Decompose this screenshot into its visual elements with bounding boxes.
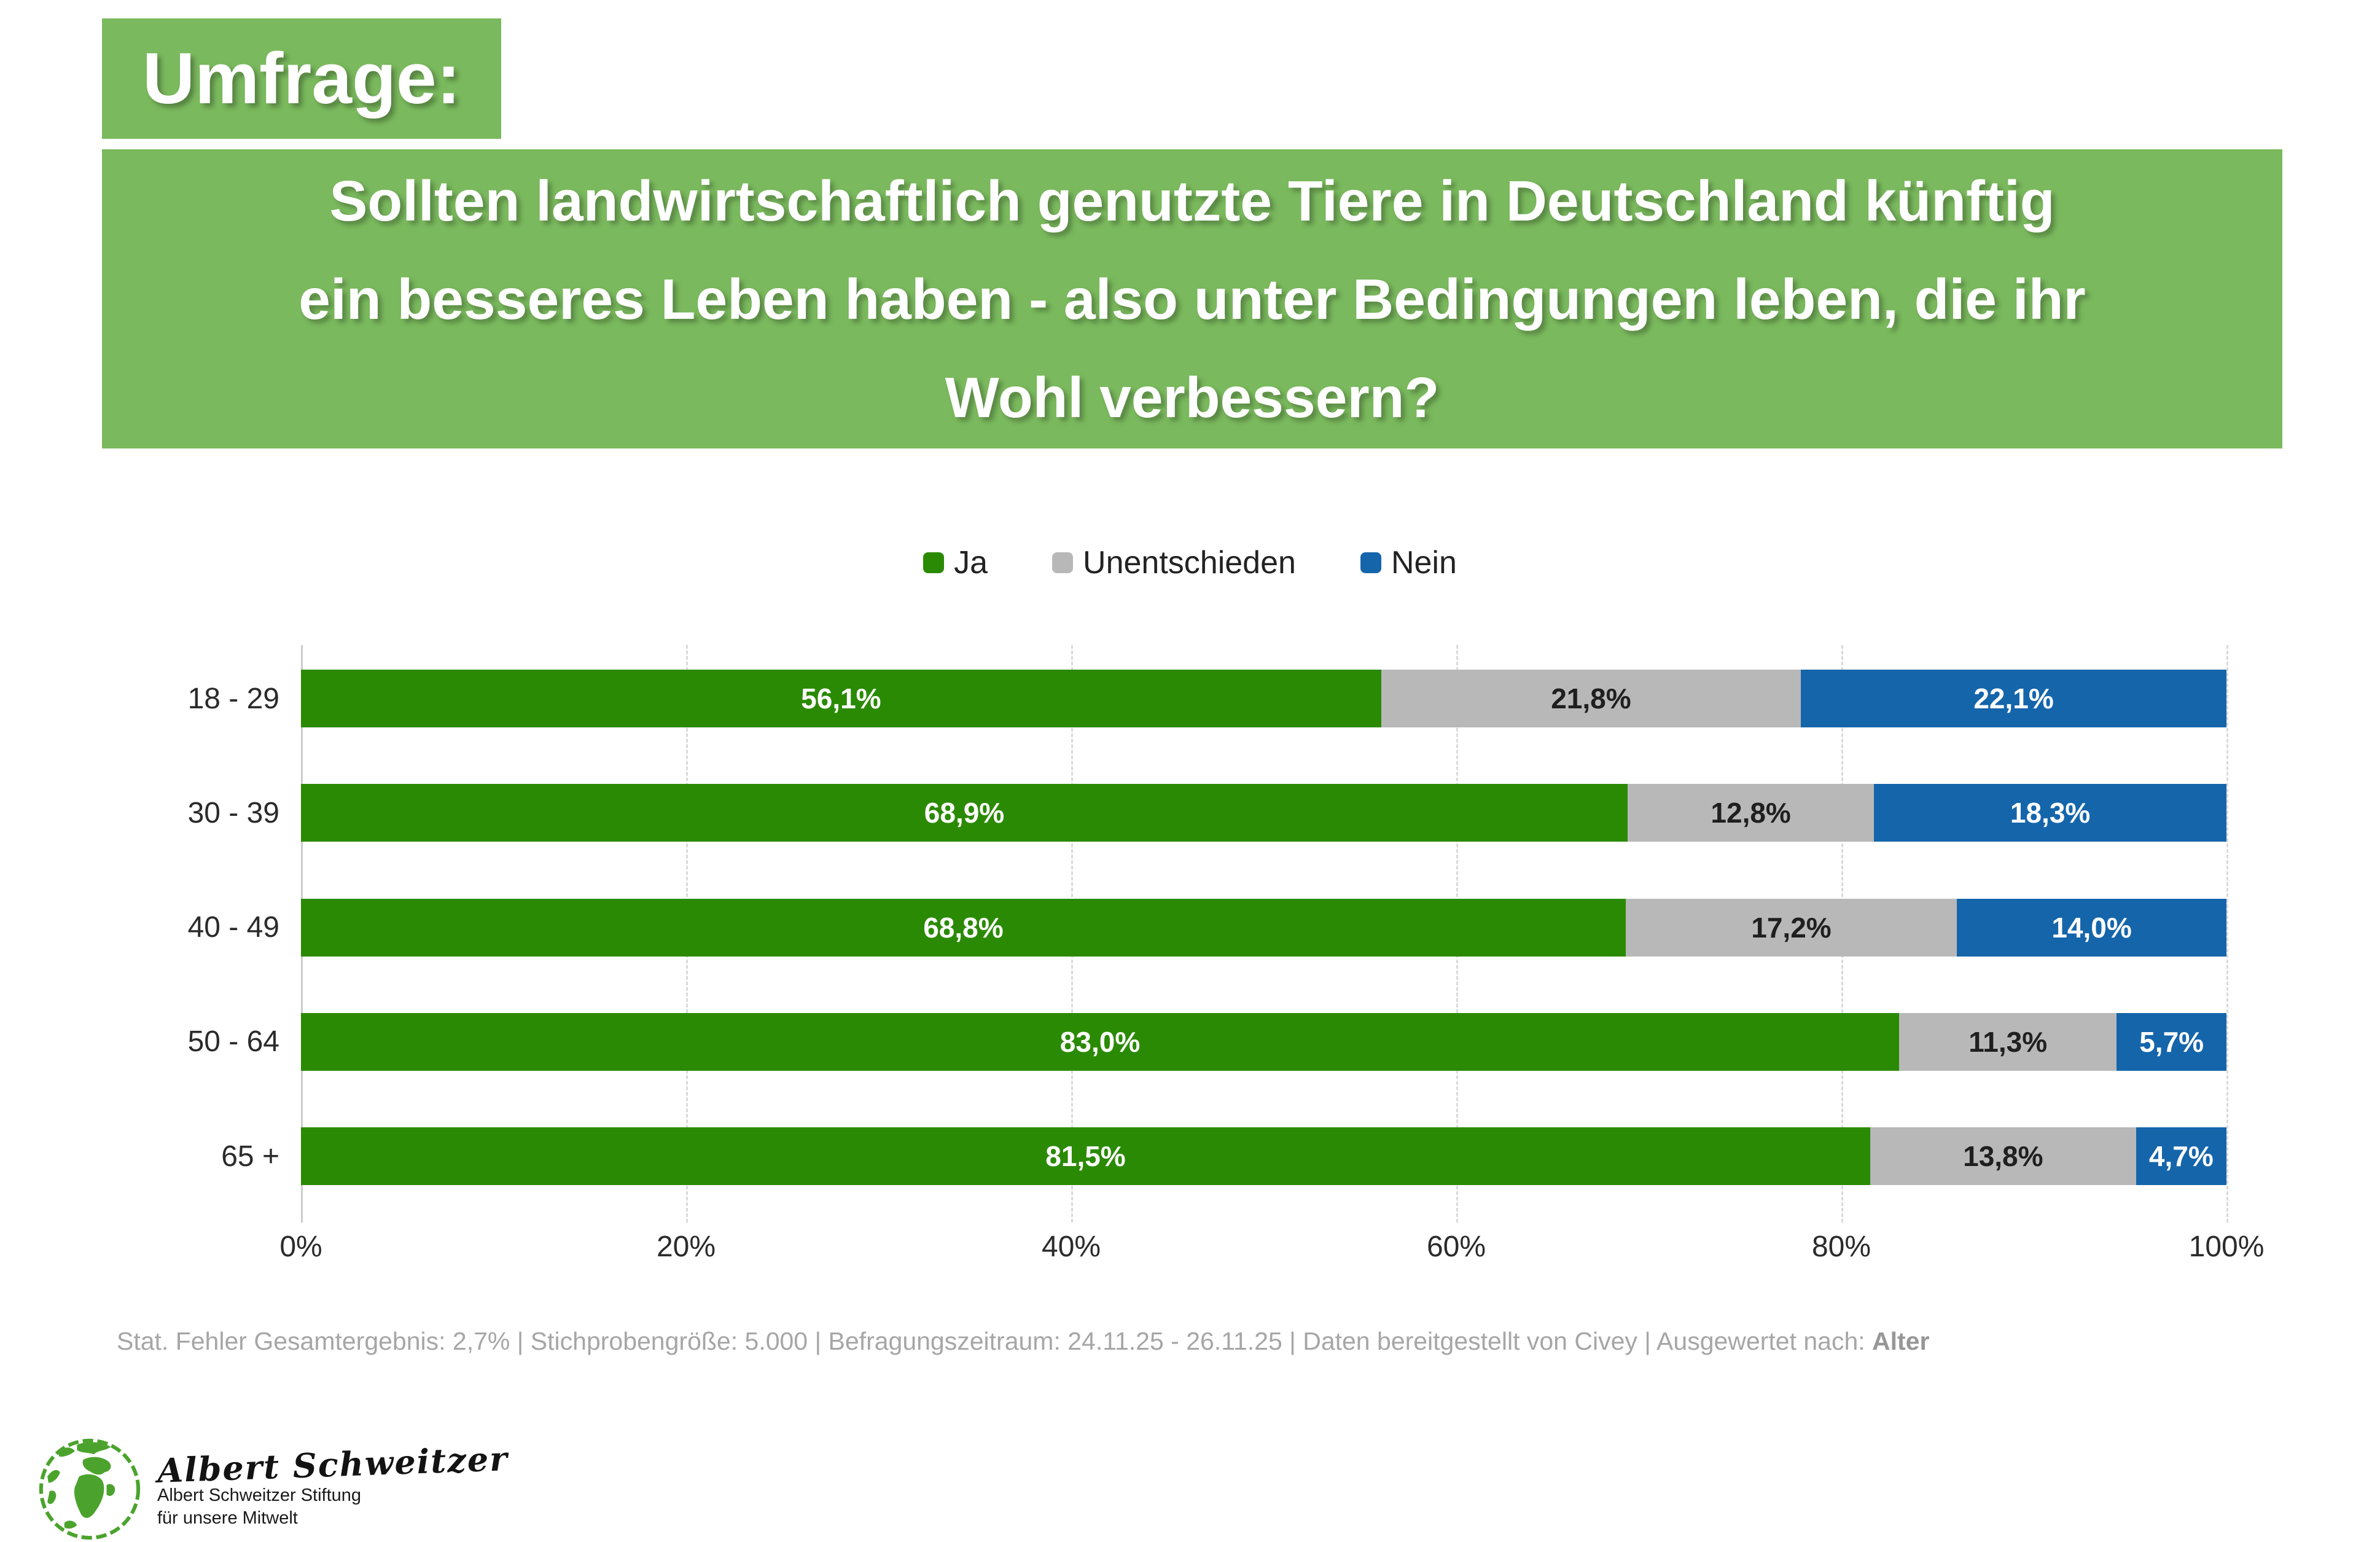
legend-swatch [923, 552, 945, 573]
bar-row: 81,5% 13,8% 4,7% [301, 1127, 2226, 1185]
legend-item-ja: Ja [923, 544, 988, 581]
bar-row: 68,8% 17,2% 14,0% [301, 898, 2226, 957]
globe-icon [39, 1438, 141, 1540]
signature-text: Albert Schweitzer [157, 1439, 509, 1490]
bar-segment-nein: 22,1% [1801, 670, 2226, 727]
category-label: 50 - 64 [187, 1025, 279, 1059]
x-tick-label: 100% [2188, 1231, 2265, 1263]
org-tagline: für unsere Mitwelt [157, 1508, 298, 1528]
bar-row: 83,0% 11,3% 5,7% [301, 1012, 2226, 1071]
bar-segment-unentschieden: 13,8% [1870, 1127, 2136, 1185]
bar-segment-unentschieden: 11,3% [1899, 1012, 2117, 1071]
bar-segment-ja: 68,9% [301, 784, 1628, 842]
bar-row: 56,1% 21,8% 22,1% [301, 670, 2226, 727]
x-axis-labels: 0% 20% 40% 60% 80% 100% [279, 1230, 2264, 1267]
bar-segment-ja: 68,8% [301, 898, 1626, 957]
category-label: 65 + [221, 1140, 279, 1173]
legend-swatch [1052, 552, 1074, 573]
footnote-grouping: Alter [1872, 1327, 1930, 1355]
legend-label: Unentschieden [1083, 545, 1296, 581]
x-tick-label: 40% [1041, 1231, 1101, 1263]
bar-segment-unentschieden: 17,2% [1625, 898, 1957, 957]
bar-segment-unentschieden: 21,8% [1381, 670, 1801, 727]
legend-item-unentschieden: Unentschieden [1052, 544, 1296, 581]
y-axis-labels: 18 - 29 30 - 39 40 - 49 50 - 64 65 + [0, 645, 279, 1223]
gridline [2226, 645, 2228, 1223]
legend-label: Nein [1391, 545, 1457, 581]
category-label: 30 - 39 [187, 796, 279, 829]
x-tick-label: 80% [1811, 1231, 1871, 1263]
bar-segment-nein: 4,7% [2136, 1127, 2226, 1185]
footnote-stats: Stat. Fehler Gesamtergebnis: 2,7% | Stic… [117, 1327, 1873, 1355]
bar-segment-nein: 14,0% [1957, 898, 2226, 957]
x-tick-label: 60% [1426, 1231, 1486, 1263]
category-label: 18 - 29 [187, 682, 279, 715]
chart-legend: Ja Unentschieden Nein [0, 541, 2380, 585]
org-logo: Albert Schweitzer Albert Schweitzer Stif… [37, 1436, 509, 1542]
bar-segment-nein: 5,7% [2117, 1012, 2226, 1071]
legend-swatch [1360, 552, 1381, 573]
bar-segment-unentschieden: 12,8% [1628, 784, 1875, 842]
bar-row: 68,9% 12,8% 18,3% [301, 784, 2226, 842]
footnote: Stat. Fehler Gesamtergebnis: 2,7% | Stic… [117, 1327, 1929, 1356]
bar-segment-ja: 81,5% [301, 1127, 1871, 1185]
category-label: 40 - 49 [187, 911, 279, 944]
legend-item-nein: Nein [1360, 544, 1457, 581]
bar-segment-nein: 18,3% [1874, 784, 2226, 842]
question-banner: Sollten landwirtschaftlich genutzte Tier… [102, 149, 2282, 448]
x-tick-label: 0% [279, 1231, 322, 1263]
x-tick-label: 20% [656, 1231, 716, 1263]
plot-area: 56,1% 21,8% 22,1% 68,9% 12,8% 18,3% 68,8% 17,2%… [301, 645, 2228, 1223]
question-text: Sollten landwirtschaftlich genutzte Tier… [298, 168, 2086, 429]
legend-label: Ja [954, 545, 988, 581]
bar-segment-ja: 83,0% [301, 1012, 1900, 1071]
umfrage-badge: Umfrage: [102, 18, 501, 139]
bar-segment-ja: 56,1% [301, 670, 1381, 727]
org-name: Albert Schweitzer Stiftung [157, 1485, 362, 1505]
